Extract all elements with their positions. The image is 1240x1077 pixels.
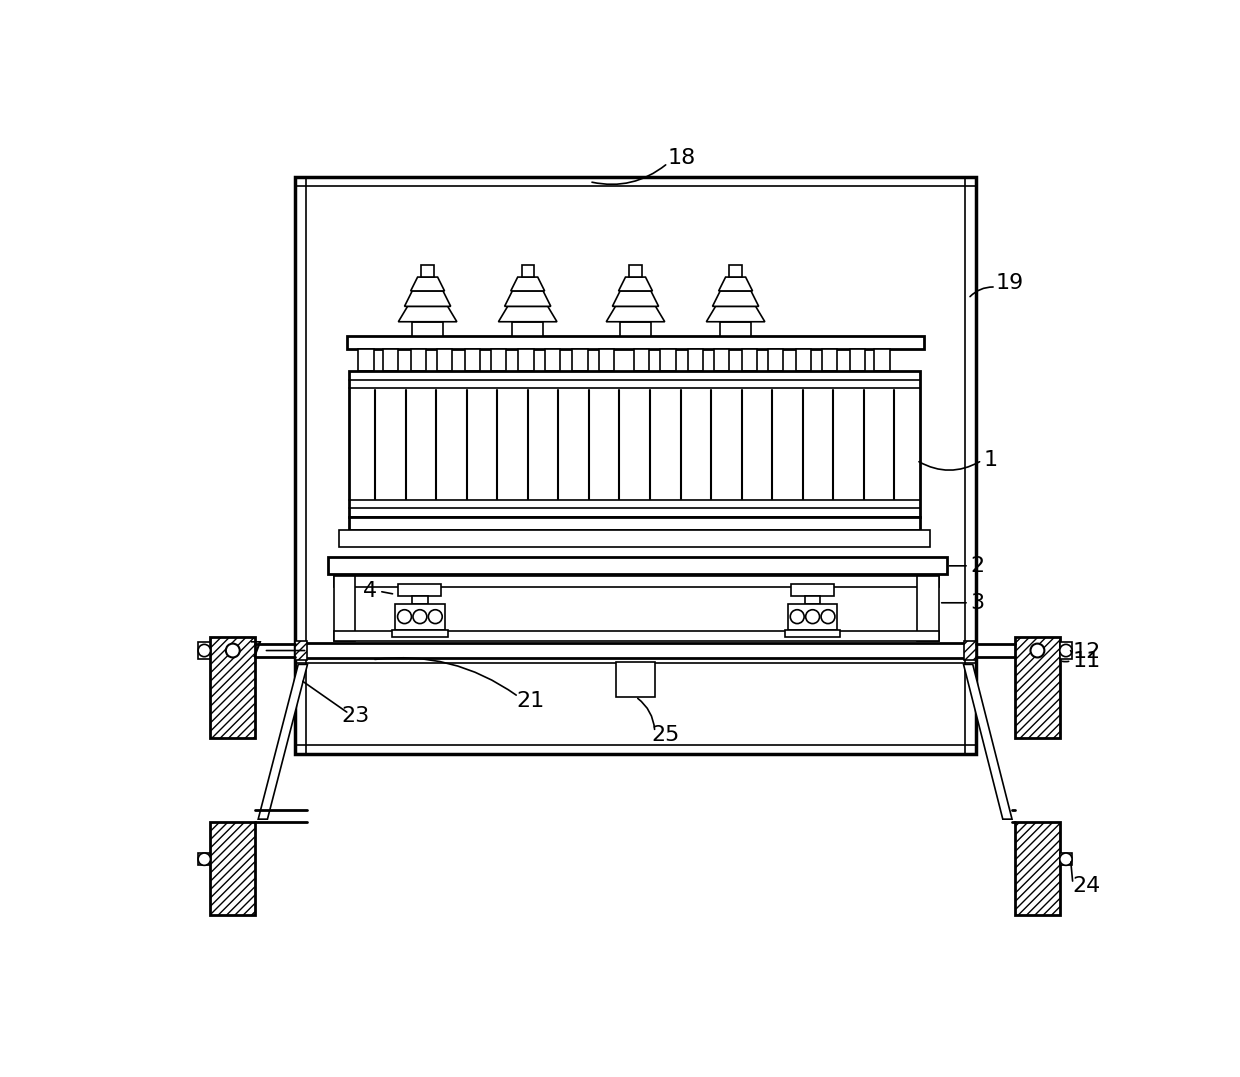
Bar bbox=[295, 177, 976, 755]
Bar bbox=[350, 370, 920, 517]
Bar bbox=[1016, 638, 1060, 738]
Bar bbox=[620, 322, 651, 336]
Polygon shape bbox=[719, 277, 753, 291]
Polygon shape bbox=[511, 277, 544, 291]
Bar bbox=[616, 662, 655, 697]
Bar bbox=[822, 349, 837, 370]
Polygon shape bbox=[498, 306, 557, 322]
Text: 25: 25 bbox=[651, 725, 680, 745]
Text: 1: 1 bbox=[983, 450, 998, 471]
Circle shape bbox=[1060, 853, 1073, 865]
Text: 24: 24 bbox=[1073, 877, 1101, 896]
Bar bbox=[729, 265, 742, 277]
Bar bbox=[518, 349, 534, 370]
Bar bbox=[688, 349, 703, 370]
Bar bbox=[339, 530, 930, 547]
Polygon shape bbox=[619, 277, 652, 291]
Circle shape bbox=[1030, 644, 1044, 657]
Polygon shape bbox=[410, 277, 445, 291]
Bar bbox=[436, 349, 453, 370]
Bar bbox=[465, 349, 480, 370]
Circle shape bbox=[1060, 644, 1073, 657]
Bar bbox=[211, 822, 255, 914]
Bar bbox=[392, 630, 448, 638]
Bar bbox=[334, 576, 355, 641]
Bar bbox=[327, 558, 946, 574]
Text: 11: 11 bbox=[1073, 651, 1101, 671]
Bar bbox=[412, 322, 443, 336]
Bar bbox=[544, 349, 560, 370]
Bar bbox=[198, 642, 211, 659]
Text: 12: 12 bbox=[1073, 642, 1101, 662]
Text: 18: 18 bbox=[667, 149, 696, 168]
Bar bbox=[334, 630, 939, 641]
Bar bbox=[358, 349, 373, 370]
Bar bbox=[398, 584, 441, 596]
Bar bbox=[396, 603, 444, 630]
Bar bbox=[785, 630, 841, 638]
Bar bbox=[1016, 822, 1060, 914]
Bar bbox=[599, 349, 614, 370]
Text: 4: 4 bbox=[363, 582, 377, 601]
Polygon shape bbox=[713, 291, 759, 306]
Polygon shape bbox=[963, 665, 1012, 820]
Polygon shape bbox=[606, 306, 665, 322]
Bar bbox=[918, 576, 939, 641]
Circle shape bbox=[398, 610, 412, 624]
Text: 7: 7 bbox=[248, 641, 262, 660]
Bar bbox=[660, 349, 676, 370]
Bar bbox=[422, 265, 434, 277]
Circle shape bbox=[428, 610, 443, 624]
Bar bbox=[714, 349, 729, 370]
Text: 2: 2 bbox=[971, 556, 985, 576]
Bar bbox=[295, 641, 308, 660]
Bar bbox=[796, 349, 811, 370]
Bar bbox=[522, 265, 534, 277]
Circle shape bbox=[198, 644, 211, 657]
Polygon shape bbox=[258, 665, 308, 820]
Bar bbox=[350, 517, 920, 530]
Bar bbox=[383, 349, 398, 370]
Polygon shape bbox=[613, 291, 658, 306]
Text: 21: 21 bbox=[516, 690, 544, 711]
Bar bbox=[1060, 853, 1073, 865]
Polygon shape bbox=[505, 291, 551, 306]
Circle shape bbox=[790, 610, 804, 624]
Bar bbox=[410, 349, 427, 370]
Text: 23: 23 bbox=[341, 707, 370, 726]
Polygon shape bbox=[398, 306, 456, 322]
Bar bbox=[198, 853, 211, 865]
Bar bbox=[334, 576, 939, 587]
Bar bbox=[412, 596, 428, 603]
Bar bbox=[787, 603, 837, 630]
Bar bbox=[791, 584, 835, 596]
Bar bbox=[491, 349, 506, 370]
Text: 3: 3 bbox=[971, 592, 985, 613]
Bar bbox=[849, 349, 866, 370]
Bar bbox=[1060, 642, 1073, 659]
Circle shape bbox=[806, 610, 820, 624]
Bar bbox=[720, 322, 751, 336]
Bar bbox=[634, 349, 650, 370]
Bar bbox=[768, 349, 784, 370]
Circle shape bbox=[821, 610, 835, 624]
Bar bbox=[347, 336, 924, 349]
Bar bbox=[630, 265, 641, 277]
Text: 19: 19 bbox=[996, 274, 1024, 293]
Polygon shape bbox=[707, 306, 765, 322]
Circle shape bbox=[226, 644, 239, 657]
Bar bbox=[512, 322, 543, 336]
Polygon shape bbox=[404, 291, 450, 306]
Bar bbox=[295, 643, 976, 658]
Bar bbox=[805, 596, 821, 603]
Bar bbox=[573, 349, 588, 370]
Circle shape bbox=[413, 610, 427, 624]
Bar bbox=[874, 349, 889, 370]
Circle shape bbox=[198, 853, 211, 865]
Bar bbox=[742, 349, 758, 370]
Bar bbox=[211, 638, 255, 738]
Bar bbox=[963, 641, 976, 660]
